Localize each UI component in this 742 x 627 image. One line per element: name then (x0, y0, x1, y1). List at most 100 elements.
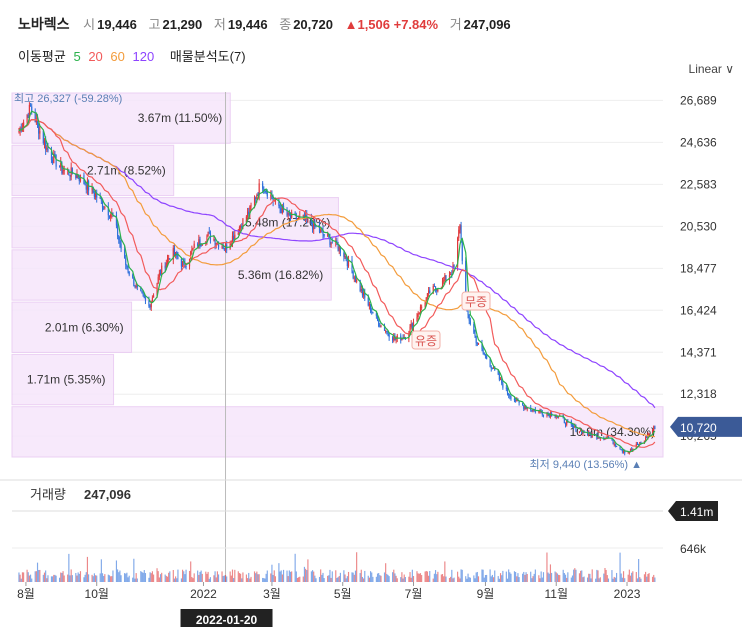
volume-bar (605, 569, 607, 582)
volume-bar (100, 559, 102, 582)
volume-bar (581, 570, 583, 582)
volume-bar (474, 578, 476, 582)
candle (434, 286, 437, 290)
candle (467, 308, 469, 315)
volume-bar (523, 571, 525, 582)
volume-bar (205, 571, 207, 582)
candle (443, 280, 445, 282)
scale-toggle-button[interactable]: Linear ∨ (688, 62, 734, 76)
volume-bar (582, 577, 584, 582)
volume-bar (429, 571, 431, 582)
volume-bar (281, 574, 283, 582)
volume-bar (183, 571, 185, 582)
candle (345, 256, 347, 261)
volume-bar (262, 577, 264, 582)
volume-bar (360, 569, 362, 582)
candle (262, 183, 264, 189)
ma5-line (18, 110, 656, 453)
candle (55, 154, 57, 167)
volume-bar (255, 573, 257, 582)
candle (631, 448, 633, 450)
volume-bar (541, 577, 543, 582)
volume-bar (606, 575, 608, 582)
volume-bar (473, 575, 475, 582)
volume-bar (385, 563, 387, 582)
volume-bar (329, 569, 331, 582)
candle (117, 225, 119, 237)
volume-profile-label[interactable]: 매물분석도(7) (169, 49, 246, 64)
volume-bar (335, 570, 337, 582)
volume-bar (148, 577, 150, 582)
volume-bar (416, 571, 418, 582)
high-value: 21,290 (162, 17, 203, 32)
candle (54, 153, 56, 155)
candle (206, 235, 208, 242)
candle (222, 246, 224, 249)
candle (241, 226, 243, 229)
volume-bar (230, 575, 232, 582)
volume-bar (631, 572, 633, 582)
candle (108, 215, 111, 218)
candle (223, 248, 225, 250)
volume-bar (426, 571, 429, 582)
candle (450, 273, 452, 276)
volume-bar (445, 576, 447, 582)
ma20-label[interactable]: 20 (88, 49, 103, 64)
ma60-label[interactable]: 60 (110, 49, 125, 64)
volume-bar (356, 552, 358, 582)
rights-issue-label: 유증 (415, 334, 437, 348)
candle (526, 407, 528, 410)
candle (648, 434, 650, 436)
volume-bar (371, 572, 373, 582)
volume-bar (578, 573, 581, 582)
volume-bar (575, 569, 577, 582)
candle (441, 280, 444, 288)
candle (93, 192, 95, 197)
candle (140, 287, 142, 292)
volume-bar (510, 573, 512, 582)
rights-issue-label-box (411, 330, 441, 350)
candle (75, 174, 77, 179)
volume-bar (288, 570, 290, 582)
candle (264, 190, 266, 192)
bonus-issue-label-box (461, 291, 491, 311)
candle (298, 216, 300, 219)
ma120-label[interactable]: 120 (132, 49, 155, 64)
indicator-row: 이동평균 5 20 60 120 매물분석도(7) (18, 46, 250, 65)
candle (43, 140, 46, 144)
volume-bar (192, 578, 194, 582)
ma-label[interactable]: 이동평균 (18, 49, 66, 64)
volume-bar (207, 571, 209, 582)
candle (433, 285, 435, 287)
volume-bar (437, 571, 439, 582)
candle (465, 260, 467, 307)
ma5-label[interactable]: 5 (73, 49, 81, 64)
volume-bar (111, 576, 113, 582)
volume-bar (307, 559, 309, 582)
candle (590, 434, 592, 438)
candle (230, 243, 232, 245)
volume-bar (401, 572, 403, 582)
volume-bar (434, 570, 437, 582)
volume-bar (185, 569, 187, 582)
volume-profile-label: 1.71m (5.35%) (27, 373, 106, 387)
volume-bar (26, 569, 28, 582)
candle (619, 446, 621, 450)
candle (491, 368, 493, 370)
volume-bar (103, 575, 105, 582)
volume-profile-label: 2.71m (8.52%) (87, 163, 166, 177)
volume-bar (451, 569, 453, 582)
candle (52, 159, 54, 163)
candle (120, 243, 122, 249)
candle (492, 366, 495, 369)
volume-bar (562, 569, 564, 582)
volume-bar (21, 572, 24, 582)
candle (513, 398, 516, 401)
volume-bar (433, 573, 435, 582)
volume-bar (144, 573, 147, 582)
candle (242, 218, 244, 229)
volume-bar (271, 564, 273, 582)
volume-bar (278, 563, 280, 582)
candle (445, 275, 447, 281)
